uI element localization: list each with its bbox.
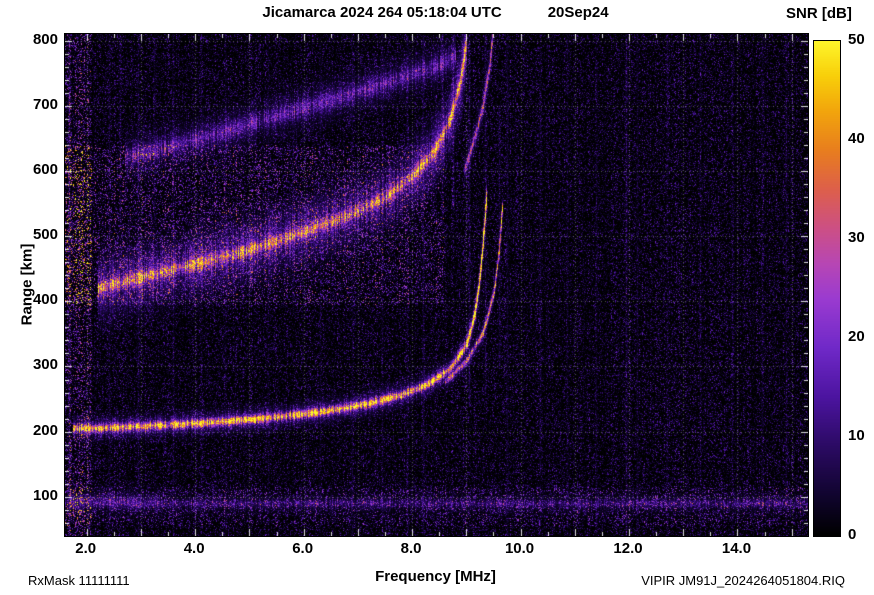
ionogram-viewer: Jicamarca 2024 264 05:18:04 UTC 20Sep24 … (0, 0, 874, 595)
y-tick-label: 300 (20, 357, 58, 373)
y-tick-label: 200 (20, 423, 58, 439)
plot-title: Jicamarca 2024 264 05:18:04 UTC (262, 4, 501, 21)
y-tick-label: 700 (20, 97, 58, 113)
colorbar-tick-label: 40 (848, 131, 874, 147)
colorbar-tick-label: 30 (848, 230, 874, 246)
x-tick-label: 4.0 (169, 541, 219, 557)
y-tick-label: 600 (20, 162, 58, 178)
colorbar-tick-label: 20 (848, 329, 874, 345)
colorbar-tick-label: 10 (848, 428, 874, 444)
y-tick-label: 800 (20, 32, 58, 48)
y-tick-label: 500 (20, 227, 58, 243)
x-tick-label: 6.0 (278, 541, 328, 557)
colorbar-title: SNR [dB] (786, 5, 852, 22)
plot-date: 20Sep24 (548, 4, 609, 21)
y-tick-label: 400 (20, 292, 58, 308)
plot-title-row: Jicamarca 2024 264 05:18:04 UTC 20Sep24 (64, 4, 807, 21)
x-tick-label: 8.0 (386, 541, 436, 557)
colorbar-canvas (813, 40, 841, 537)
x-tick-label: 12.0 (603, 541, 653, 557)
colorbar-tick-label: 0 (848, 527, 874, 543)
y-axis-label: Range [km] (19, 230, 36, 340)
y-tick-label: 100 (20, 488, 58, 504)
file-id-text: VIPIR JM91J_2024264051804.RIQ (641, 573, 845, 588)
rx-mask-text: RxMask 11111111 (28, 573, 130, 588)
colorbar-tick-label: 50 (848, 32, 874, 48)
x-tick-label: 2.0 (61, 541, 111, 557)
ionogram-canvas (64, 33, 809, 537)
x-tick-label: 14.0 (711, 541, 761, 557)
x-tick-label: 10.0 (495, 541, 545, 557)
